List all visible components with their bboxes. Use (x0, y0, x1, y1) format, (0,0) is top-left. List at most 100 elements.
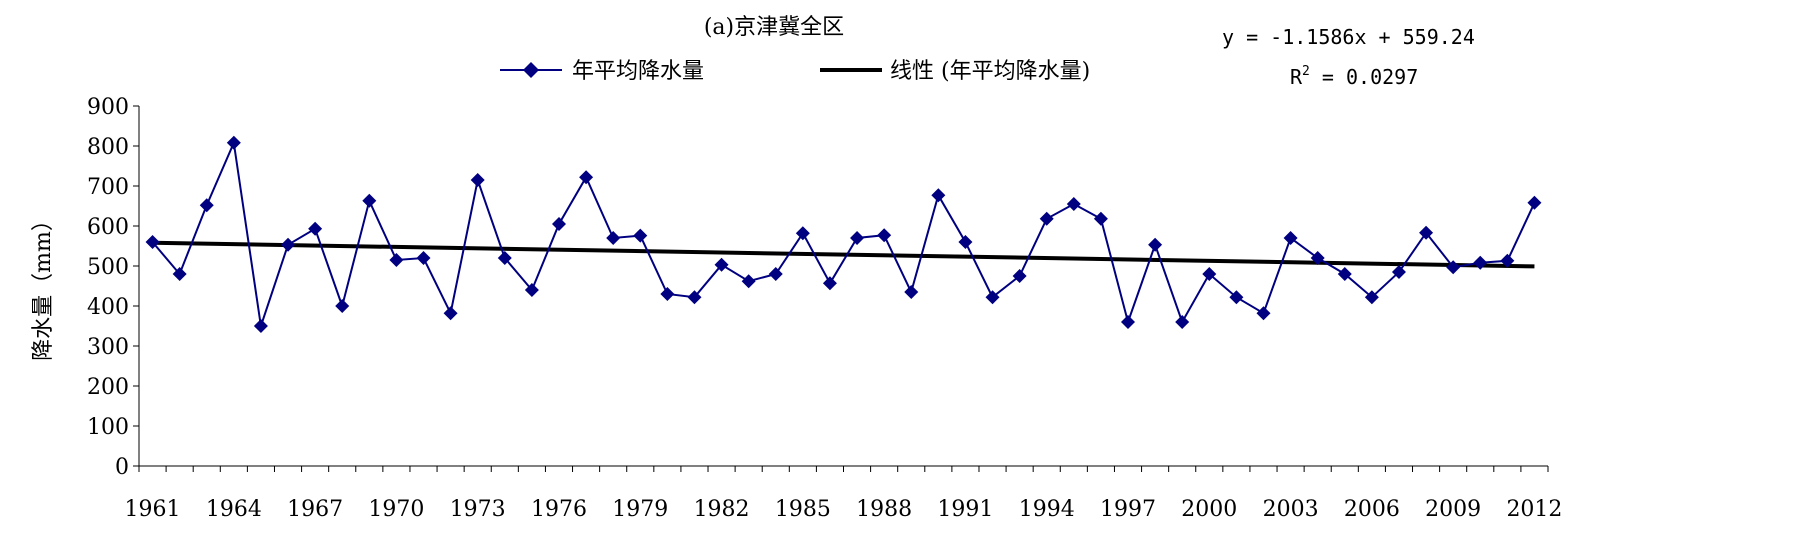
y-tick-label: 0 (115, 455, 129, 480)
data-point (226, 135, 241, 150)
axes (138, 106, 1548, 467)
x-tick-label: 1970 (368, 497, 424, 522)
data-point (1148, 237, 1163, 252)
data-point (1283, 231, 1298, 245)
data-point (497, 251, 512, 265)
regression-equation: y = -1.1586x + 559.24 (1222, 25, 1475, 49)
data-point (1391, 265, 1406, 279)
data-point (551, 217, 566, 231)
y-tick-label: 500 (87, 255, 129, 280)
data-point (470, 173, 485, 187)
data-point (850, 231, 865, 245)
x-tick-label: 1994 (1019, 497, 1075, 522)
data-point (281, 237, 296, 252)
data-point (362, 193, 377, 208)
x-tick-label: 1991 (937, 497, 993, 522)
y-tick-label: 200 (87, 375, 129, 400)
data-point (1066, 197, 1081, 211)
legend-series-label: 年平均降水量 (572, 59, 704, 84)
data-point (253, 319, 268, 333)
x-tick-label: 1967 (287, 497, 343, 522)
data-point (687, 290, 702, 305)
data-point (985, 290, 1000, 305)
r-squared-rest: = 0.0297 (1310, 65, 1418, 89)
data-point (524, 283, 539, 297)
data-point (1337, 267, 1352, 281)
data-point (1310, 251, 1325, 265)
data-point (1121, 315, 1136, 329)
data-point (416, 251, 431, 265)
y-axis-label: 降水量（mm） (31, 209, 56, 361)
data-point (741, 274, 756, 289)
data-point (1175, 315, 1190, 329)
y-tick-label: 100 (87, 415, 129, 440)
data-point (822, 276, 837, 291)
data-point (660, 287, 675, 301)
data-point (308, 221, 323, 236)
data-point (714, 257, 729, 272)
x-tick-label: 1961 (125, 497, 181, 522)
data-point (1039, 211, 1054, 226)
y-tick-label: 600 (87, 215, 129, 240)
r-squared-sup: 2 (1302, 64, 1310, 79)
data-point (1256, 306, 1271, 321)
chart-title: (a)京津冀全区 (704, 15, 844, 40)
y-tick-label: 900 (87, 95, 129, 120)
data-point (1202, 267, 1217, 281)
data-point (199, 198, 214, 213)
trend-line (152, 240, 1535, 269)
data-point (1093, 211, 1108, 226)
data-point (958, 235, 973, 249)
series-layer (145, 135, 1542, 333)
x-tick-label: 1982 (694, 497, 750, 522)
x-tick-label: 1985 (775, 497, 831, 522)
r-squared: R2 = 0.0297 (1290, 64, 1418, 89)
x-tick-label: 2003 (1263, 497, 1319, 522)
x-tick-label: 1979 (612, 497, 668, 522)
y-tick-label: 300 (87, 335, 129, 360)
legend-item-series: 年平均降水量 (500, 59, 704, 84)
data-point (606, 231, 621, 245)
data-point (877, 228, 892, 243)
data-point (145, 235, 160, 249)
r-squared-prefix: R (1290, 65, 1303, 89)
legend-trend-label: 线性 (年平均降水量) (890, 59, 1090, 84)
x-ticks: 1961 1964 1967 1970 1973 1976 1979 1982 1985 1988… (125, 466, 1562, 522)
data-point (795, 226, 810, 241)
data-point (389, 253, 404, 267)
data-point (1527, 195, 1542, 210)
y-ticks: 0 100 200 300 400 500 600 700 800 900 (87, 95, 139, 480)
data-point (1473, 255, 1488, 270)
data-point (931, 188, 946, 203)
trend-layer (152, 240, 1535, 269)
data-point (768, 267, 783, 281)
data-point (1364, 290, 1379, 305)
data-point (1229, 290, 1244, 305)
legend-series-marker (523, 62, 539, 78)
y-tick-label: 700 (87, 175, 129, 200)
x-tick-label: 1988 (856, 497, 912, 522)
series-line (151, 139, 1536, 327)
data-point (1419, 225, 1434, 240)
x-tick-label: 2009 (1425, 497, 1481, 522)
x-tick-label: 1997 (1100, 497, 1156, 522)
x-tick-label: 2006 (1344, 497, 1400, 522)
x-tick-label: 2012 (1506, 497, 1562, 522)
x-tick-label: 1973 (450, 497, 506, 522)
y-tick-label: 800 (87, 135, 129, 160)
data-point (172, 267, 187, 281)
data-point (335, 299, 350, 313)
x-tick-label: 1964 (206, 497, 262, 522)
legend-item-trend: 线性 (年平均降水量) (820, 59, 1090, 84)
data-point (579, 170, 594, 185)
data-point (1012, 269, 1027, 283)
data-point (633, 228, 648, 243)
legend: 年平均降水量 线性 (年平均降水量) (500, 59, 1090, 84)
data-point (1446, 260, 1461, 275)
x-tick-label: 1976 (531, 497, 587, 522)
x-tick-label: 2000 (1181, 497, 1237, 522)
data-point (904, 285, 919, 299)
data-point (1500, 253, 1515, 268)
data-point (443, 306, 458, 321)
